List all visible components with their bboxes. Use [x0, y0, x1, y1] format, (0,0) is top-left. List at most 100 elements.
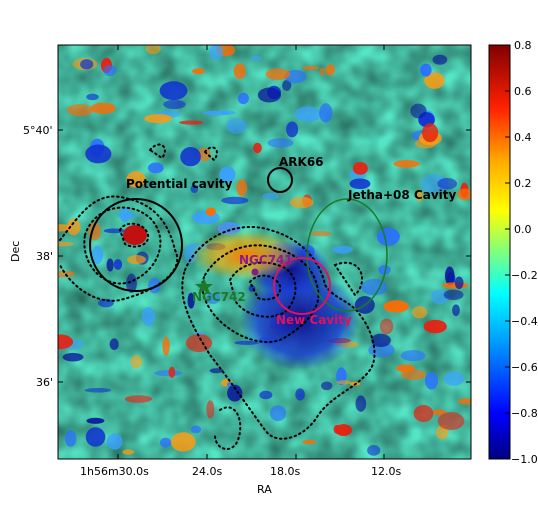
map-texture-blob — [80, 59, 94, 70]
annotation-ngc741: NGC741 — [239, 253, 293, 267]
map-texture-blob — [190, 184, 199, 194]
map-texture-blob — [127, 255, 146, 265]
x-tick-label: 18.0s — [270, 465, 301, 478]
map-texture-blob — [267, 138, 294, 148]
map-texture-blob — [432, 409, 447, 416]
map-texture-blob — [225, 118, 247, 134]
map-texture-blob — [443, 289, 464, 301]
map-texture-blob — [197, 147, 211, 162]
map-texture-blob — [106, 258, 114, 272]
map-texture-blob — [379, 318, 394, 335]
map-texture-blob — [190, 425, 202, 434]
map-texture-blob — [233, 63, 246, 80]
map-texture-blob — [122, 449, 135, 455]
map-texture-blob — [376, 227, 400, 246]
map-texture-blob — [206, 293, 221, 305]
map-texture-blob — [269, 405, 287, 422]
map-texture-blob — [206, 400, 215, 419]
colorbar-tick-label: −0.2 — [511, 269, 538, 282]
map-texture-blob — [458, 398, 471, 405]
map-texture-blob — [432, 54, 448, 65]
map-texture-blob — [236, 179, 248, 197]
y-tick-label: 36' — [36, 376, 54, 389]
colorbar-tick-label: −0.8 — [511, 407, 538, 420]
potential-cavity-region — [89, 198, 183, 292]
colorbar-tick-label: 0.8 — [514, 39, 532, 52]
map-texture-blob — [319, 67, 326, 76]
map-texture-blob — [457, 188, 471, 201]
colorbar-tick-label: −0.6 — [511, 361, 538, 374]
map-texture-blob — [62, 352, 84, 362]
ark66-region — [267, 167, 293, 193]
map-texture-blob — [295, 388, 305, 401]
map-texture-blob — [154, 369, 183, 377]
map-texture-blob — [286, 121, 299, 138]
map-texture-blob — [250, 55, 262, 61]
map-texture-blob — [66, 104, 94, 117]
map-texture-blob — [91, 245, 104, 265]
map-texture-blob — [147, 162, 164, 174]
map-texture-blob — [423, 319, 447, 334]
map-texture-blob — [454, 276, 464, 290]
map-texture-blob — [422, 123, 439, 143]
map-texture-blob — [130, 354, 143, 369]
map-texture-blob — [85, 427, 106, 447]
map-texture-blob — [265, 68, 291, 80]
map-texture-blob — [180, 147, 201, 167]
map-texture-blob — [170, 432, 196, 452]
x-tick-label: 12.0s — [371, 465, 402, 478]
map-texture-blob — [424, 72, 445, 89]
map-texture-blob — [109, 338, 119, 351]
map-texture-blob — [124, 395, 153, 403]
map-texture-blob — [126, 273, 137, 293]
map-texture-blob — [64, 430, 77, 447]
map-texture-blob — [400, 350, 426, 362]
map-texture-blob — [144, 114, 173, 124]
annotation-new-cavity: New Cavity — [276, 313, 352, 327]
map-texture-blob — [437, 412, 465, 430]
y-tick-label: 38' — [36, 250, 54, 263]
map-texture-blob — [411, 306, 428, 319]
colorbar-tick-label: 0.6 — [514, 85, 532, 98]
map-texture-blob — [443, 371, 465, 386]
map-texture-blob — [141, 307, 156, 326]
map-texture-blob — [113, 259, 123, 270]
annotation-jetha08-cavity: Jetha+08 Cavity — [348, 188, 457, 202]
map-texture-blob — [320, 381, 333, 391]
map-texture-blob — [209, 45, 224, 61]
map-texture-blob — [361, 278, 388, 296]
ngc742-marker — [195, 278, 213, 295]
map-texture-blob — [430, 289, 449, 305]
map-texture-blob — [237, 92, 249, 105]
map-texture-blob — [185, 334, 213, 353]
x-tick-label: 24.0s — [192, 465, 223, 478]
map-texture-blob — [413, 404, 434, 423]
map-texture-blob — [85, 144, 112, 164]
map-texture-blob — [227, 384, 243, 402]
colorbar-tick-label: 0.0 — [514, 223, 532, 236]
map-texture-blob — [253, 142, 262, 154]
map-texture-blob — [209, 368, 224, 374]
map-texture-blob — [262, 192, 279, 200]
map-texture-blob — [452, 304, 460, 317]
map-texture-blob — [400, 369, 427, 381]
x-axis-title: RA — [257, 483, 272, 496]
map-texture-blob — [126, 171, 146, 188]
colorbar — [488, 44, 511, 460]
new-cavity-region — [273, 257, 331, 315]
map-texture-blob — [221, 196, 249, 205]
map-texture-blob — [310, 230, 332, 237]
map-texture-blob — [257, 87, 282, 103]
annotation-potential-cavity: Potential cavity — [126, 177, 233, 191]
map-texture-blob — [302, 439, 317, 445]
colorbar-tick-label: 0.2 — [514, 177, 532, 190]
map-texture-blob — [378, 264, 391, 275]
map-texture-blob — [383, 300, 409, 313]
map-texture-blob — [179, 120, 204, 125]
map-texture-blob — [162, 336, 170, 356]
map-texture-blob — [103, 64, 117, 77]
map-texture-blob — [424, 371, 439, 390]
map-texture-blob — [66, 218, 81, 236]
map-texture-blob — [437, 178, 458, 190]
map-texture-blob — [294, 106, 323, 122]
